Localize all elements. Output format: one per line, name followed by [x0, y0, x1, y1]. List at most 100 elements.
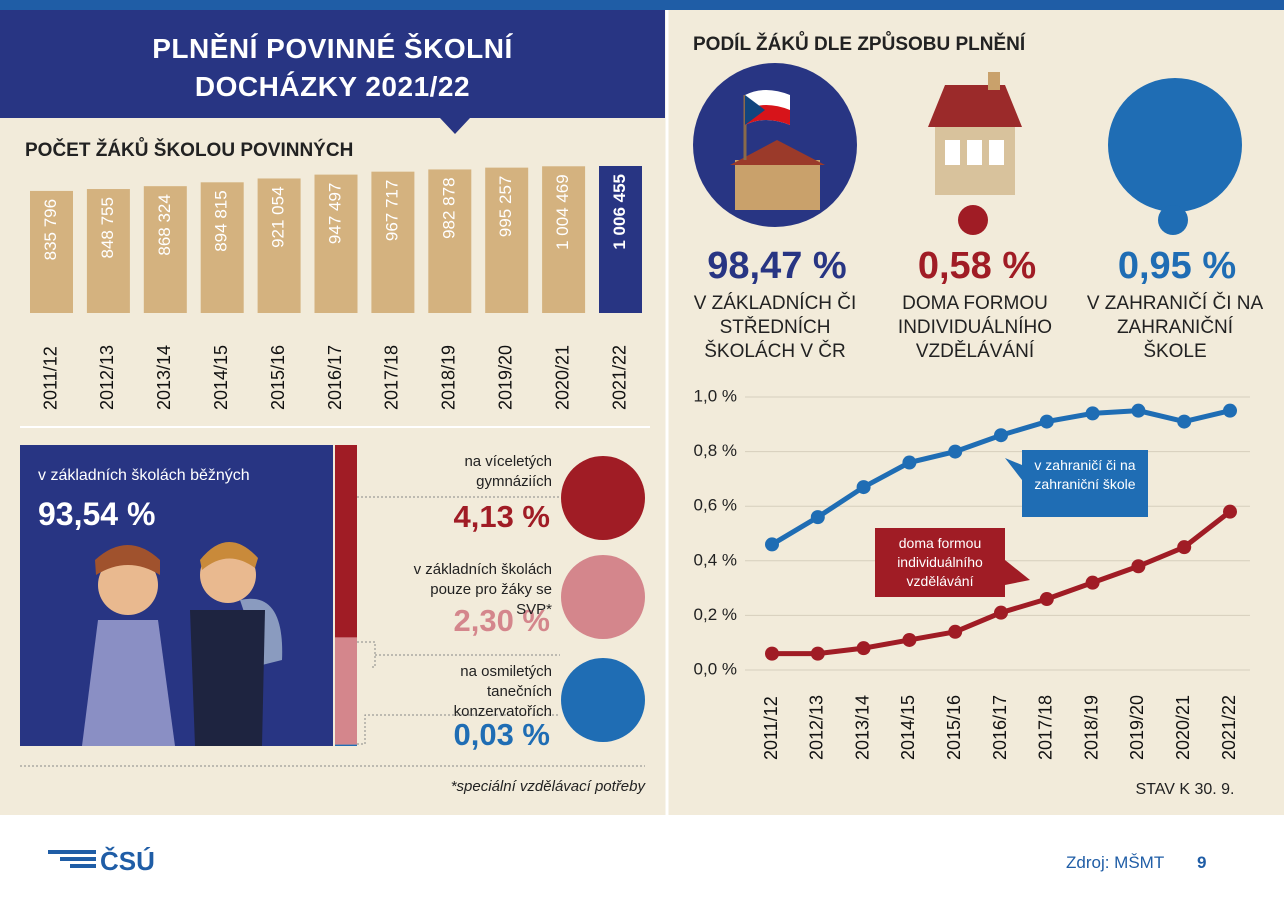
share-label: V ZAHRANIČÍ ČI NA ZAHRANIČNÍ ŠKOLE [1086, 293, 1264, 362]
page-title: PLNĚNÍ POVINNÉ ŠKOLNÍ DOCHÁZKY 2021/22 [152, 33, 513, 102]
segment-value: 2,30 % [453, 603, 550, 638]
segment-label: v základních školách pouze pro žáky se S… [413, 561, 552, 618]
bar [485, 167, 529, 313]
point [765, 646, 779, 661]
x-tick-label: 2012/13 [97, 345, 117, 410]
bar [314, 174, 358, 313]
x-tick-label: 2019/20 [495, 345, 515, 410]
source: Zdroj: MŠMT [1066, 853, 1165, 872]
y-tick-label: 0,4 % [694, 550, 737, 569]
point [1223, 504, 1237, 519]
segment-label: na osmiletých tanečních konzervatořích [453, 663, 552, 720]
bar [143, 186, 187, 313]
bar [86, 189, 130, 313]
title-box [0, 10, 665, 118]
icon-circle [561, 555, 645, 639]
point [1177, 414, 1192, 429]
value-label: 947 497 [325, 183, 344, 244]
logo-stripes [48, 850, 96, 868]
segment [335, 637, 357, 745]
house-icon [928, 72, 1022, 195]
value-label: 967 717 [382, 180, 401, 241]
value-label: 835 796 [41, 199, 60, 260]
icon-circle [561, 658, 645, 742]
x-tick-label: 2016/17 [325, 345, 345, 410]
legend-label: v zahraničí či na zahraniční škole [1034, 457, 1136, 492]
chart-title: POČET ŽÁKŮ ŠKOLOU POVINNÝCH [25, 138, 353, 161]
bar [599, 166, 642, 313]
dot [1158, 205, 1188, 235]
dot [958, 205, 988, 235]
x-tick-label: 2014/15 [211, 345, 231, 410]
x-tick-label: 2020/21 [1173, 695, 1193, 760]
page-number: 9 [1197, 853, 1207, 872]
point [1131, 403, 1146, 418]
x-tick-label: 2013/14 [154, 345, 174, 410]
point [902, 455, 917, 470]
point [1131, 559, 1146, 574]
logo: ČSÚ [100, 846, 155, 876]
point [994, 428, 1008, 443]
segment-label: na víceletých gymnáziích [464, 453, 552, 490]
globe-icon [1108, 78, 1242, 212]
legend-label: doma formou individuálního vzdělávání [897, 535, 983, 589]
share-label: DOMA FORMOU INDIVIDUÁLNÍHO VZDĚLÁVÁNÍ [897, 293, 1053, 362]
value-label: 894 815 [212, 190, 231, 251]
point [1177, 540, 1192, 555]
annotation-pointer [1005, 560, 1030, 585]
share-value: 98,47 % [707, 245, 846, 287]
point [856, 480, 871, 495]
connector [357, 496, 560, 745]
y-tick-label: 0,6 % [694, 496, 737, 515]
x-tick-label: 2015/16 [944, 695, 964, 760]
x-tick-label: 2021/22 [1219, 695, 1239, 760]
top-strip [0, 0, 1284, 10]
value-label: 848 755 [98, 197, 117, 258]
x-tick-label: 2014/15 [898, 695, 918, 760]
x-tick-label: 2017/18 [382, 345, 402, 410]
segment-value: 4,13 % [453, 499, 550, 534]
chart-title: PODÍL ŽÁKŮ DLE ZPŮSOBU PLNĚNÍ [693, 32, 1026, 55]
y-tick-label: 0,8 % [694, 441, 737, 460]
point [765, 537, 779, 552]
point [994, 605, 1008, 620]
x-tick-label: 2011/12 [761, 696, 781, 760]
segment-value: 93,54 % [38, 496, 156, 532]
bar [30, 190, 73, 313]
x-tick-label: 2015/16 [268, 345, 288, 410]
x-tick-label: 2018/19 [439, 345, 459, 410]
y-tick-label: 0,2 % [694, 605, 737, 624]
chart-note: STAV K 30. 9. [1135, 781, 1234, 798]
segment [20, 445, 333, 746]
x-tick-label: 2012/13 [807, 695, 827, 760]
footnote: *speciální vzdělávací potřeby [451, 778, 647, 795]
point [1223, 403, 1237, 418]
value-label: 982 878 [439, 177, 458, 238]
value-label: 1 006 455 [610, 174, 629, 250]
x-tick-label: 2018/19 [1081, 695, 1101, 760]
segment-value: 0,03 % [453, 717, 550, 752]
x-tick-label: 2017/18 [1036, 695, 1056, 760]
segment [335, 445, 357, 638]
x-tick-label: 2011/12 [40, 346, 60, 410]
point [1085, 575, 1100, 590]
point [1085, 406, 1100, 421]
point [902, 632, 917, 647]
point [1039, 592, 1054, 607]
x-tick-label: 2021/22 [609, 345, 629, 410]
point [948, 624, 963, 639]
annotation-pointer [1005, 458, 1022, 480]
point [810, 646, 825, 661]
value-label: 868 324 [155, 194, 174, 255]
point [856, 641, 871, 656]
value-label: 995 257 [496, 176, 515, 237]
share-value: 0,95 % [1118, 245, 1236, 287]
school-icon [730, 90, 825, 210]
bar [257, 178, 301, 313]
share-label: V ZÁKLADNÍCH ČI STŘEDNÍCH ŠKOLÁCH V ČR [693, 293, 857, 362]
point [948, 444, 963, 459]
icon-circle [561, 456, 645, 540]
share-value: 0,58 % [918, 245, 1036, 287]
